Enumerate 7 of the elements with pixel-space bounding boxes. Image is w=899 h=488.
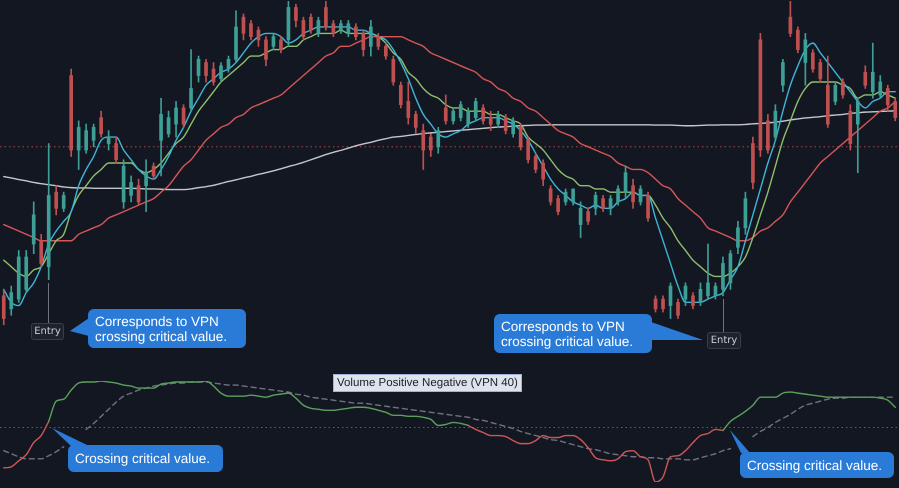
annotation: Corresponds to VPN crossing critical value. [88,309,246,348]
annotation: Corresponds to VPN crossing critical value. [494,314,652,353]
annotation: Crossing critical value. [740,452,894,478]
chart-title: Volume Positive Negative (VPN 40) [333,374,522,392]
annotation: Crossing critical value. [68,445,223,472]
text: Entry [31,323,64,340]
text: Entry [707,332,741,349]
